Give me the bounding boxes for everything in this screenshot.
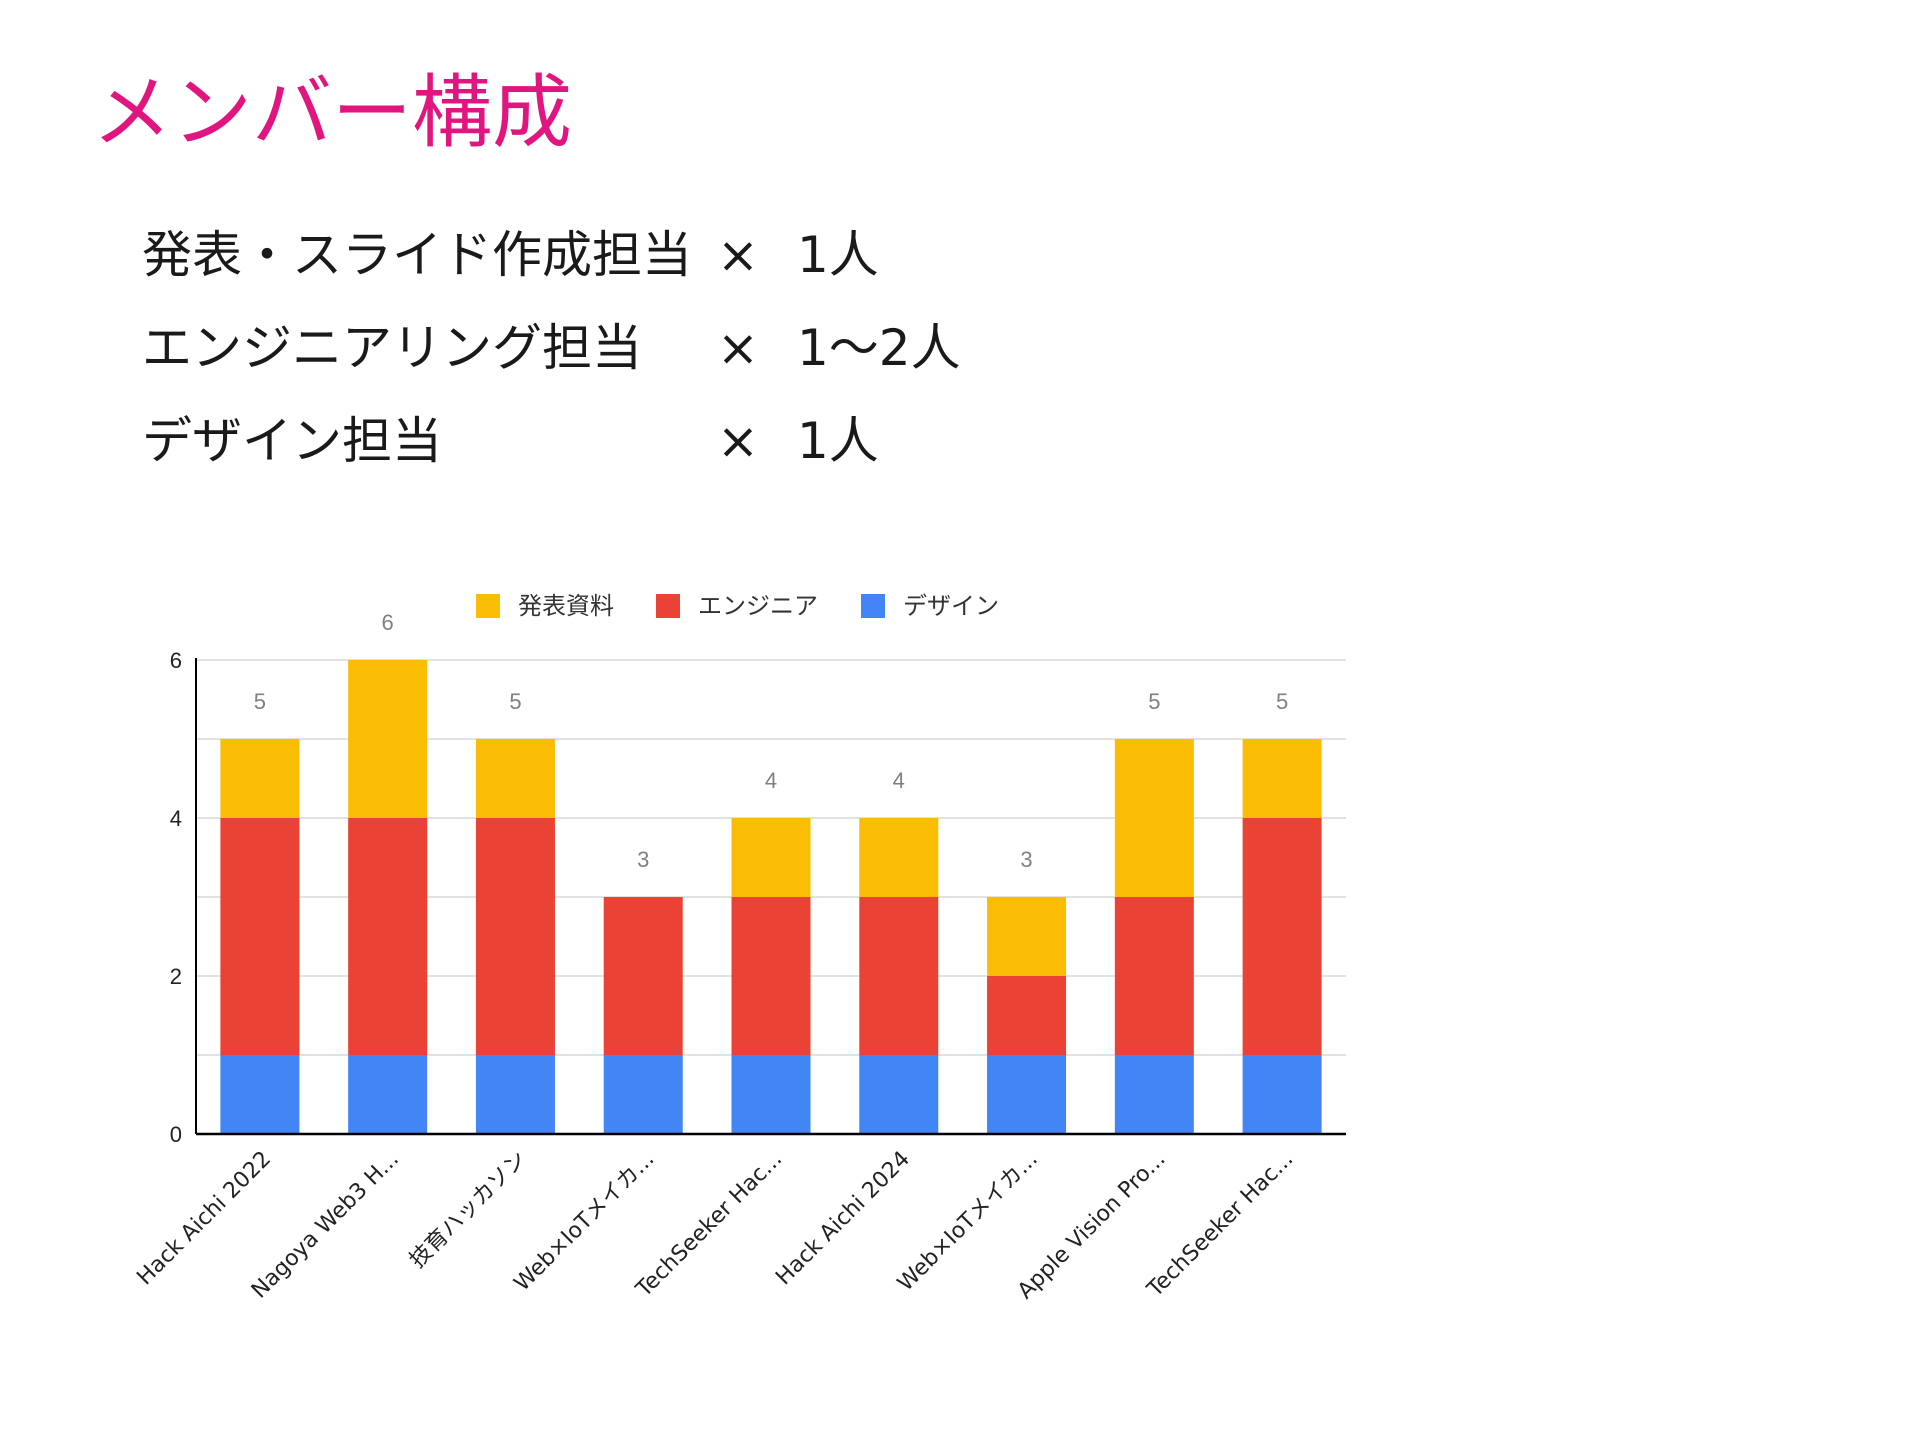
legend-label: デザイン xyxy=(903,592,999,620)
bar-segment xyxy=(220,1055,300,1134)
bar-segment xyxy=(987,1055,1067,1134)
role-name: 発表・スライド作成担当 xyxy=(142,226,692,284)
bar-segment xyxy=(1114,897,1194,1055)
y-tick-label: 0 xyxy=(170,1122,182,1147)
bar-segment xyxy=(603,897,683,1055)
role-name: エンジニアリング担当 xyxy=(142,319,642,377)
bar-segment xyxy=(220,739,300,818)
x-category-label: Hack Aichi 2024 xyxy=(771,1147,915,1291)
bar-segment xyxy=(348,1055,428,1134)
x-category-label: Hack Aichi 2022 xyxy=(132,1147,276,1291)
bar-segment xyxy=(731,897,811,1055)
bar-segment xyxy=(859,1055,939,1134)
bar-segment xyxy=(220,818,300,1055)
legend-swatch xyxy=(861,594,885,618)
bar-segment xyxy=(475,818,555,1055)
bar-total-label: 5 xyxy=(1276,689,1288,714)
bar-total-label: 6 xyxy=(382,610,394,635)
legend-label: エンジニア xyxy=(698,592,818,620)
x-category-label: Web×IoTメイカ... xyxy=(893,1147,1043,1297)
bar-segment xyxy=(987,897,1067,976)
legend-swatch xyxy=(656,594,680,618)
legend-label: 発表資料 xyxy=(518,592,614,620)
bar-total-label: 3 xyxy=(1020,847,1032,872)
x-category-label: Web×IoTメイカ... xyxy=(510,1147,660,1297)
bar-segment xyxy=(348,818,428,1055)
bar-total-label: 5 xyxy=(254,689,266,714)
y-tick-label: 4 xyxy=(170,806,182,831)
slide-title: メンバー構成 xyxy=(92,66,572,159)
bar-total-label: 5 xyxy=(509,689,521,714)
bar-total-label: 5 xyxy=(1148,689,1160,714)
legend: 発表資料 エンジニア デザイン xyxy=(476,592,999,620)
bar-segment xyxy=(859,897,939,1055)
legend-swatch xyxy=(476,594,500,618)
role-name: デザイン担当 xyxy=(142,412,442,470)
bar-total-label: 4 xyxy=(893,768,905,793)
bar-segment xyxy=(1242,818,1322,1055)
bar-segment xyxy=(1242,1055,1322,1134)
x-category-label: Nagoya Web3 H... xyxy=(247,1147,404,1304)
bar-segment xyxy=(348,660,428,818)
bar-segment xyxy=(987,976,1067,1055)
axes: 0 2 4 6 xyxy=(170,648,1346,1147)
role-count: 1人 xyxy=(797,412,879,470)
x-category-label: 技育ハッカソン xyxy=(405,1147,532,1274)
role-times: × xyxy=(717,319,759,377)
bar-segment xyxy=(859,818,939,897)
x-category-label: TechSeeker Hac... xyxy=(1142,1147,1298,1303)
role-times: × xyxy=(717,412,759,470)
bar-segment xyxy=(1114,739,1194,897)
bar-total-label: 4 xyxy=(765,768,777,793)
bar-segment xyxy=(1114,1055,1194,1134)
bar-segment xyxy=(475,739,555,818)
y-tick-label: 2 xyxy=(170,964,182,989)
bar-segment xyxy=(603,1055,683,1134)
bar-segment xyxy=(731,818,811,897)
role-count: 1〜2人 xyxy=(797,319,961,377)
x-category-label: TechSeeker Hac... xyxy=(631,1147,787,1303)
bar-segment xyxy=(475,1055,555,1134)
role-count: 1人 xyxy=(797,226,879,284)
bar-segment xyxy=(1242,739,1322,818)
bar-total-label: 3 xyxy=(637,847,649,872)
y-tick-label: 6 xyxy=(170,648,182,673)
bars xyxy=(220,660,1322,1134)
role-times: × xyxy=(717,226,759,284)
bar-segment xyxy=(731,1055,811,1134)
